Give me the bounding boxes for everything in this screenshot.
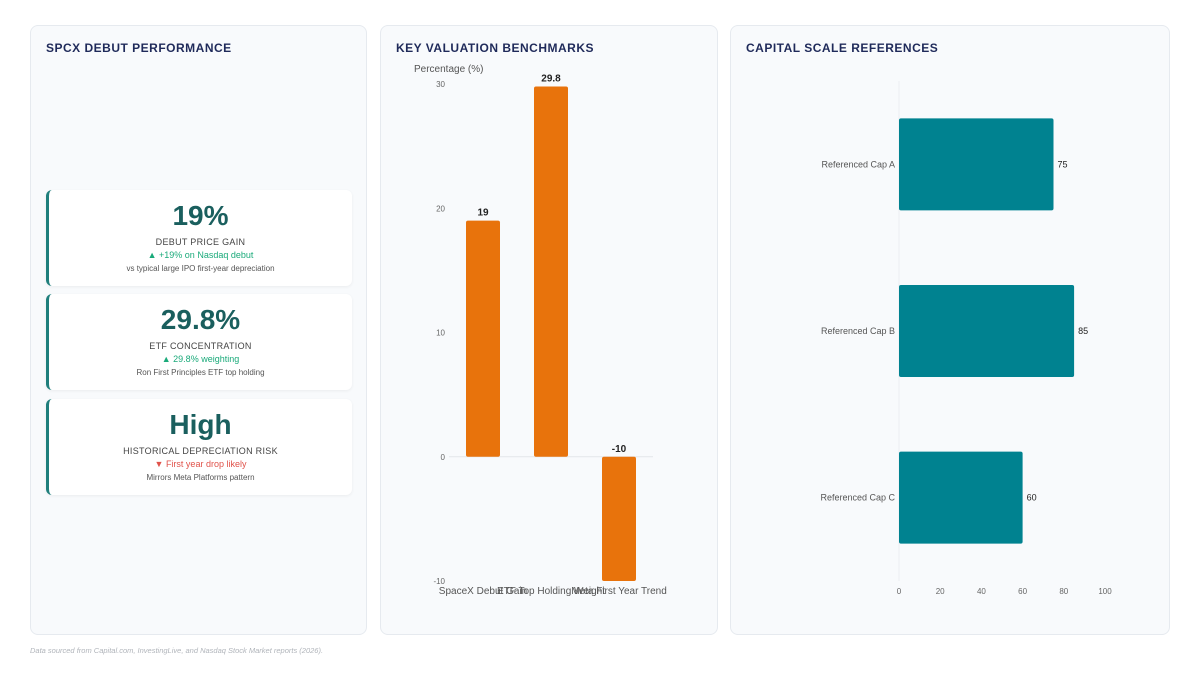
x-tick-label: SpaceX Debut Gain [439, 586, 527, 597]
kpi-label: DEBUT PRICE GAIN [155, 237, 246, 247]
capital-scale-bar-chart: 75 Referenced Cap A 85 Referenced Cap B 60 Re… [820, 81, 1112, 596]
panel-title: CAPITAL SCALE REFERENCES [746, 41, 939, 55]
panel-title: SPCX DEBUT PERFORMANCE [46, 41, 232, 55]
y-tick-label: Referenced Cap A [821, 159, 895, 169]
bar [899, 118, 1054, 211]
footer-source-note: Data sourced from Capital.com, Investing… [30, 646, 324, 655]
bar [466, 220, 500, 457]
valuation-benchmarks-panel: KEY VALUATION BENCHMARKS Percentage (%) -… [380, 25, 718, 635]
x-tick-label: Meta First Year Trend [571, 586, 667, 597]
bar-value-label: 29.8 [541, 73, 561, 84]
kpi-card-etf-concentration: 29.8% ETF CONCENTRATION ▲ 29.8% weightin… [46, 294, 352, 390]
kpi-card-debut-gain: 19% DEBUT PRICE GAIN ▲ +19% on Nasdaq de… [46, 190, 352, 286]
x-tick-label: 100 [1098, 587, 1112, 596]
kpi-note: Ron First Principles ETF top holding [136, 368, 265, 377]
x-tick-label: 20 [936, 587, 945, 596]
x-tick-label: 40 [977, 587, 986, 596]
bar [899, 285, 1075, 377]
kpi-delta: ▲ +19% on Nasdaq debut [147, 250, 254, 260]
bar-value-label: 75 [1058, 159, 1068, 169]
bar-value-label: -10 [612, 444, 627, 455]
x-tick-label: 80 [1059, 587, 1068, 596]
y-tick-label: Referenced Cap B [821, 326, 895, 336]
kpi-label: HISTORICAL DEPRECIATION RISK [123, 446, 278, 456]
y-tick-label: 20 [436, 204, 445, 213]
kpi-note: vs typical large IPO first-year deprecia… [126, 264, 275, 273]
y-tick-label: Referenced Cap C [820, 493, 895, 503]
bar [534, 86, 568, 457]
kpi-value: High [169, 409, 232, 440]
bar-value-label: 60 [1027, 493, 1037, 503]
debut-performance-panel: SPCX DEBUT PERFORMANCE 19% DEBUT PRICE G… [30, 25, 367, 635]
valuation-bar-chart: Percentage (%) -10 0 10 20 30 19 SpaceX Debut G… [414, 64, 667, 597]
kpi-value: 29.8% [160, 304, 241, 335]
kpi-delta: ▼ First year drop likely [154, 459, 247, 469]
bar [899, 451, 1023, 544]
bar [602, 456, 636, 581]
capital-scale-panel: CAPITAL SCALE REFERENCES 75 Referenced Ca… [730, 25, 1170, 635]
y-tick-label: 10 [436, 329, 445, 338]
kpi-note: Mirrors Meta Platforms pattern [146, 473, 255, 482]
x-tick-label: ETF Top Holding Weight [497, 586, 605, 597]
bar-value-label: 85 [1078, 326, 1088, 336]
x-tick-label: 60 [1018, 587, 1027, 596]
x-tick-label: 0 [897, 587, 902, 596]
y-axis-title: Percentage (%) [414, 64, 483, 75]
kpi-card-depreciation-risk: High HISTORICAL DEPRECIATION RISK ▼ Firs… [46, 399, 352, 495]
y-tick-label: 30 [436, 80, 445, 89]
panel-title: KEY VALUATION BENCHMARKS [396, 41, 595, 55]
kpi-value: 19% [172, 200, 229, 231]
y-tick-label: 0 [441, 453, 446, 462]
y-tick-label: -10 [433, 577, 445, 586]
kpi-label: ETF CONCENTRATION [149, 341, 252, 351]
bar-value-label: 19 [477, 208, 489, 219]
kpi-delta: ▲ 29.8% weighting [161, 354, 240, 364]
